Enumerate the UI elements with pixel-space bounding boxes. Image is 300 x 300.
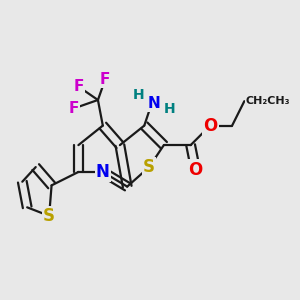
Text: N: N xyxy=(96,163,110,181)
Text: F: F xyxy=(68,101,79,116)
Text: F: F xyxy=(100,72,110,87)
Text: O: O xyxy=(203,117,217,135)
Text: H: H xyxy=(164,101,176,116)
Text: F: F xyxy=(73,79,84,94)
Text: O: O xyxy=(188,160,203,178)
Text: CH₂CH₃: CH₂CH₃ xyxy=(245,96,290,106)
Text: S: S xyxy=(43,207,55,225)
Text: H: H xyxy=(132,88,144,102)
Text: S: S xyxy=(143,158,155,176)
Text: N: N xyxy=(148,96,160,111)
